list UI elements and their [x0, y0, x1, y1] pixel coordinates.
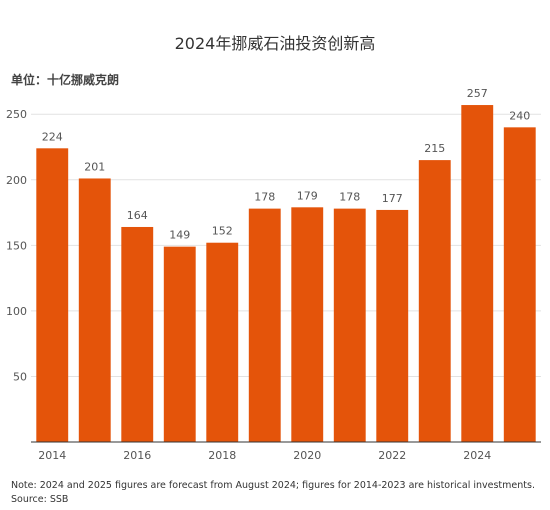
- x-tick-label: 2020: [293, 449, 321, 462]
- data-label: 164: [127, 209, 148, 222]
- bar: [418, 160, 451, 442]
- chart-notes: Note: 2024 and 2025 figures are forecast…: [11, 479, 535, 506]
- bar: [333, 208, 366, 442]
- y-tick-label: 200: [6, 174, 27, 187]
- bar: [248, 208, 281, 442]
- bar: [78, 178, 111, 442]
- bar: [36, 148, 69, 443]
- data-label: 152: [212, 225, 233, 238]
- data-label: 257: [467, 87, 488, 100]
- data-label: 149: [169, 229, 190, 242]
- chart-title: 2024年挪威石油投资创新高: [174, 34, 376, 53]
- data-label: 201: [84, 160, 105, 173]
- y-tick-label: 50: [13, 370, 27, 383]
- data-label: 224: [42, 130, 63, 143]
- note-text: Note: 2024 and 2025 figures are forecast…: [11, 480, 535, 491]
- y-tick-label: 100: [6, 305, 27, 318]
- bar: [163, 246, 196, 442]
- bar-chart: 50 100 150 200 250 224 201 164 149 152 178 179 178 17…: [6, 87, 541, 462]
- x-tick-label: 2016: [123, 449, 151, 462]
- data-label: 240: [509, 109, 530, 122]
- unit-label: 单位：十亿挪威克朗: [11, 73, 120, 87]
- bar: [461, 105, 494, 443]
- source-text: Source: SSB: [11, 493, 69, 505]
- data-label: 179: [297, 189, 318, 202]
- y-tick-label: 250: [6, 108, 27, 121]
- x-tick-label: 2018: [208, 449, 236, 462]
- bar: [291, 207, 324, 442]
- data-label: 178: [254, 191, 275, 204]
- bar: [503, 127, 536, 442]
- bar: [206, 242, 239, 442]
- x-tick-label: 2022: [378, 449, 406, 462]
- data-label: 215: [424, 142, 445, 155]
- bar: [376, 209, 409, 442]
- x-tick-label: 2014: [38, 449, 66, 462]
- data-label: 177: [382, 192, 403, 205]
- data-label: 178: [339, 191, 360, 204]
- y-tick-label: 150: [6, 239, 27, 252]
- x-tick-label: 2024: [463, 449, 491, 462]
- bar: [121, 226, 154, 442]
